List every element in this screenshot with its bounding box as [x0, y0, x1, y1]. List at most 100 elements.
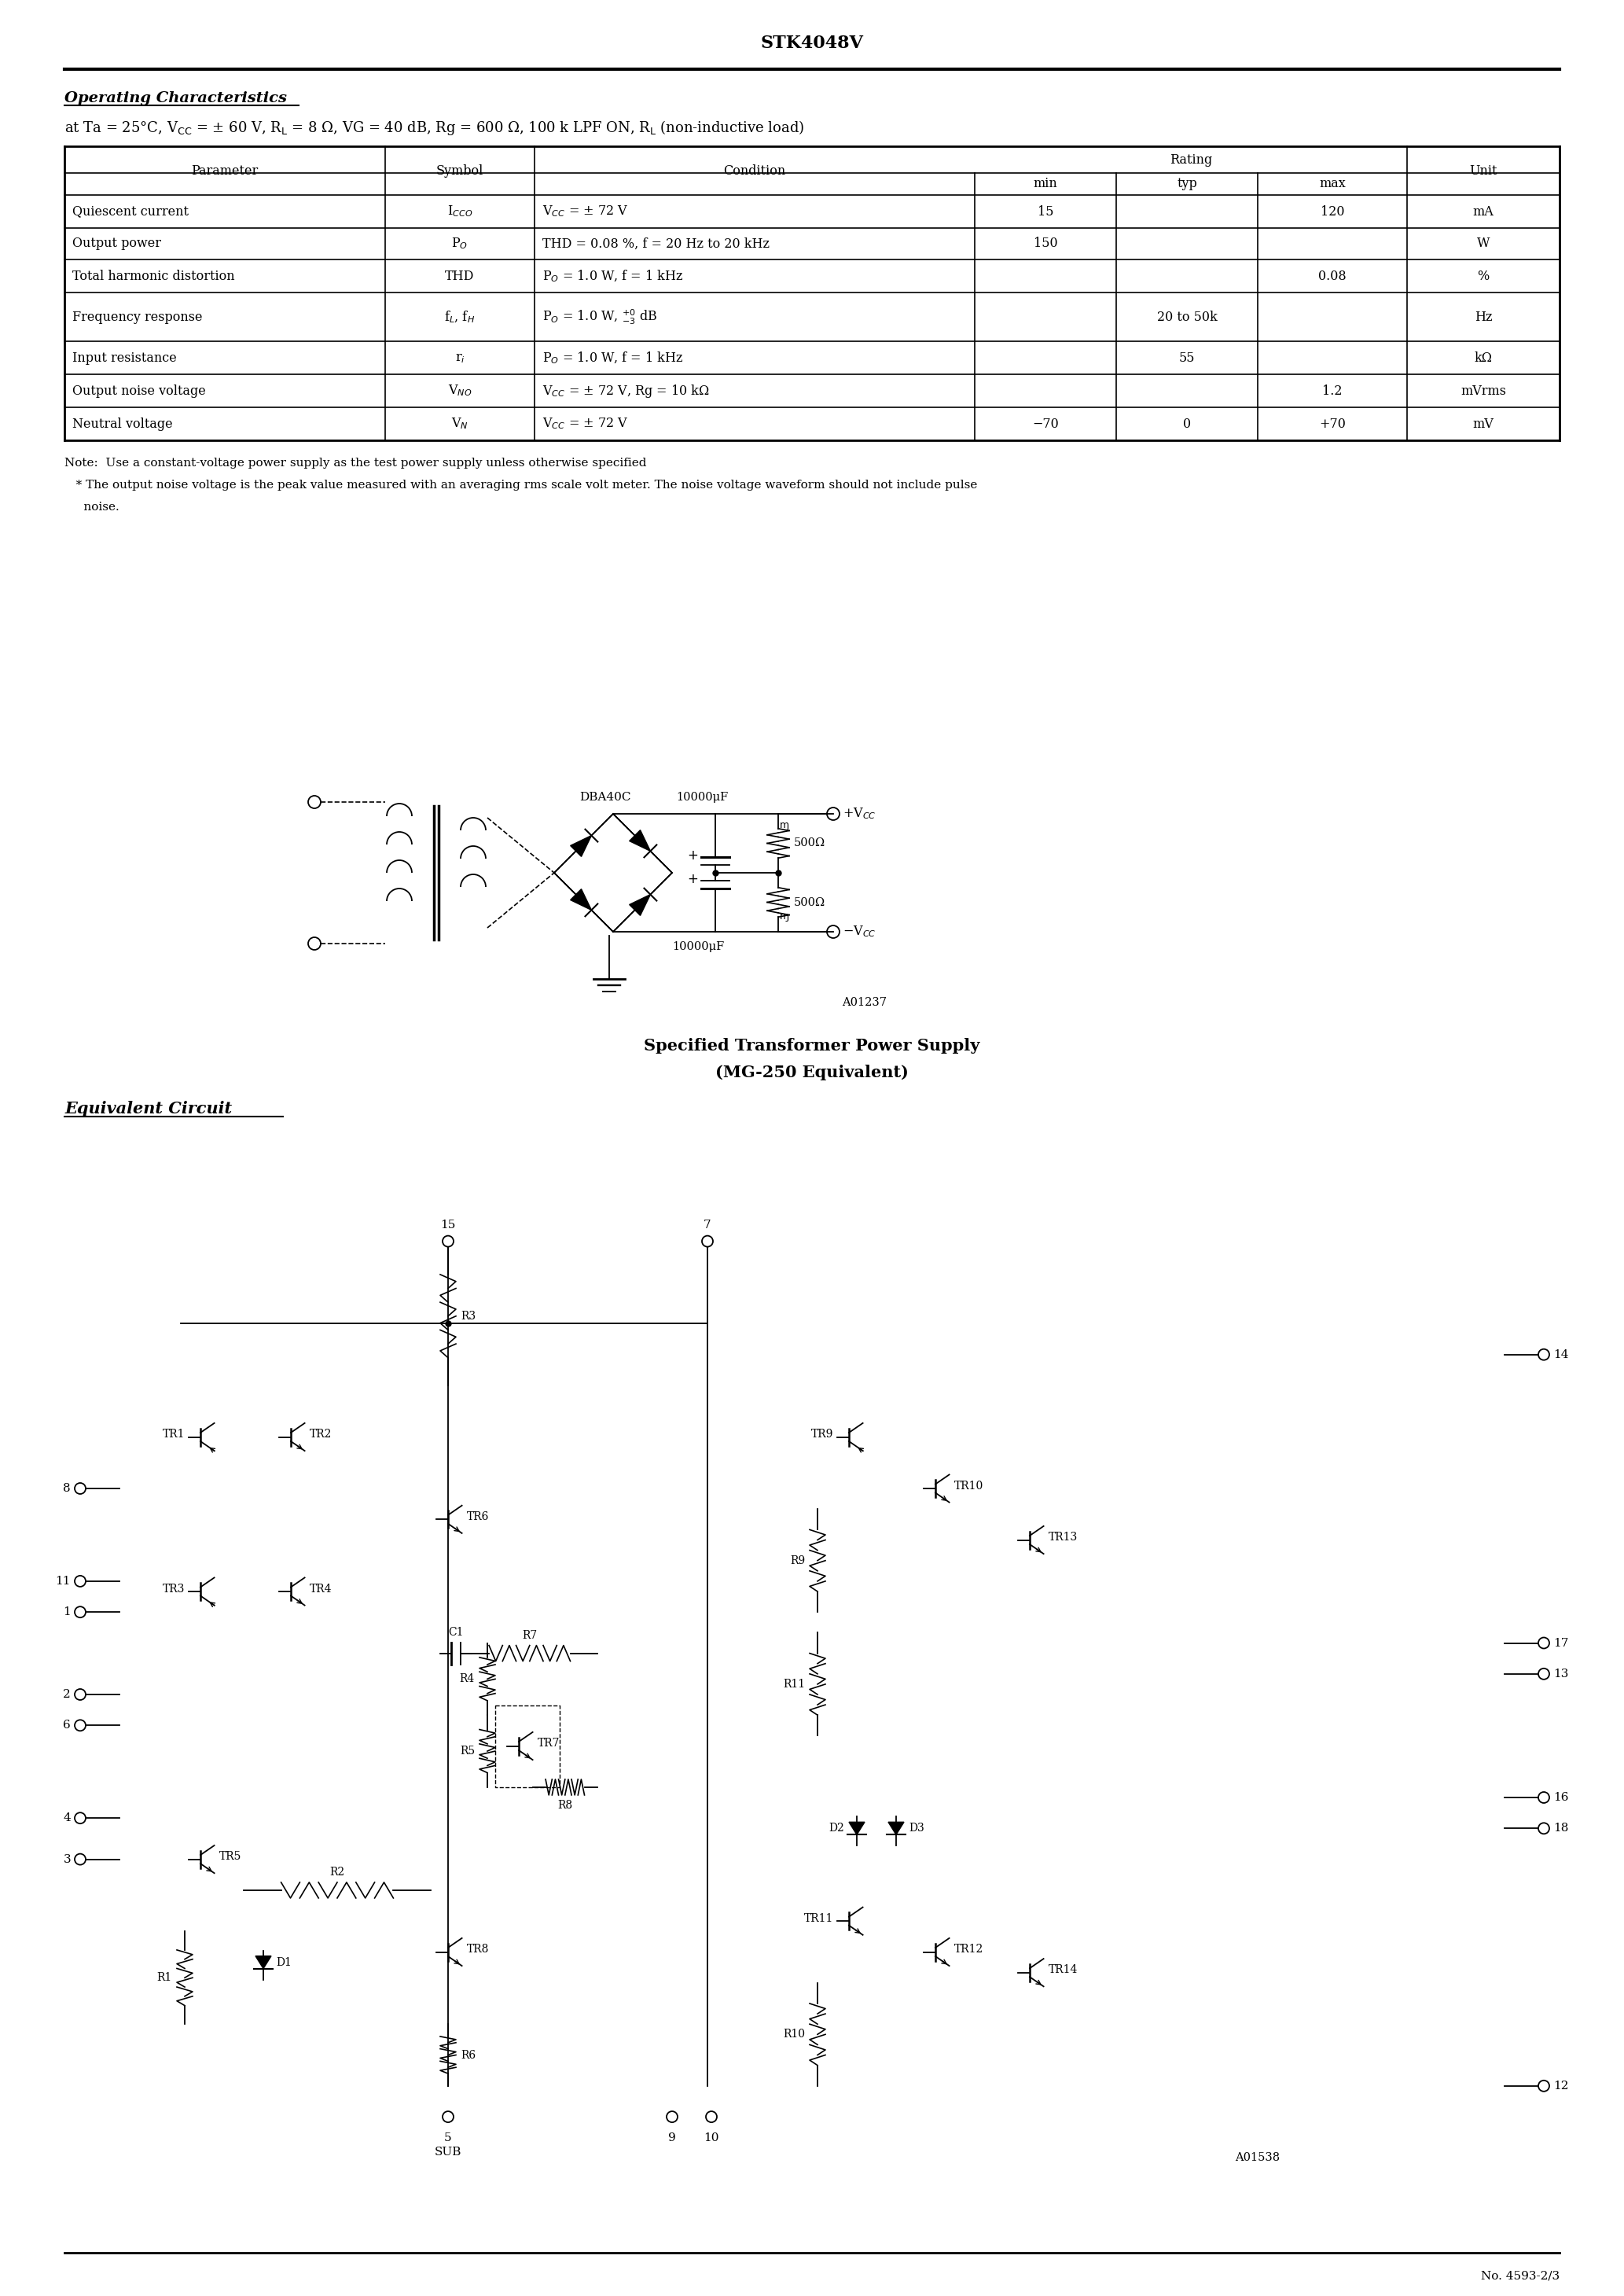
Text: 20 to 50k: 20 to 50k: [1156, 310, 1216, 324]
Text: P$_O$: P$_O$: [451, 236, 468, 250]
Text: 10000μF: 10000μF: [672, 941, 724, 953]
Text: C1: C1: [448, 1626, 463, 1637]
Text: Note:  Use a constant-voltage power supply as the test power supply unless other: Note: Use a constant-voltage power suppl…: [65, 457, 646, 468]
Text: TR6: TR6: [468, 1511, 489, 1522]
Text: 16: 16: [1553, 1791, 1569, 1802]
Text: 3: 3: [63, 1853, 71, 1864]
Text: THD = 0.08 %, f = 20 Hz to 20 kHz: THD = 0.08 %, f = 20 Hz to 20 kHz: [542, 236, 770, 250]
Text: TR12: TR12: [955, 1945, 984, 1954]
Text: f$_L$, f$_H$: f$_L$, f$_H$: [445, 310, 476, 324]
Text: Parameter: Parameter: [192, 163, 258, 177]
Text: r$_i$: r$_i$: [455, 351, 464, 365]
Text: No. 4593-2/3: No. 4593-2/3: [1481, 2271, 1559, 2282]
Text: 500Ω: 500Ω: [794, 898, 825, 907]
Text: %: %: [1478, 269, 1489, 282]
Text: min: min: [1033, 177, 1057, 191]
Text: 0: 0: [1182, 418, 1190, 432]
Text: Total harmonic distortion: Total harmonic distortion: [73, 269, 235, 282]
Text: TR7: TR7: [538, 1738, 560, 1750]
Text: TR13: TR13: [1049, 1531, 1078, 1543]
Text: kΩ: kΩ: [1475, 351, 1492, 365]
Text: V$_{NO}$: V$_{NO}$: [448, 383, 473, 397]
Text: 500Ω: 500Ω: [794, 838, 825, 850]
Text: 10000μF: 10000μF: [676, 792, 728, 804]
Text: 17: 17: [1553, 1637, 1569, 1649]
Text: TR5: TR5: [219, 1851, 242, 1862]
Text: 0.08: 0.08: [1319, 269, 1346, 282]
Text: Frequency response: Frequency response: [73, 310, 203, 324]
Text: TR14: TR14: [1049, 1965, 1078, 1975]
Text: 9: 9: [667, 2133, 676, 2144]
Text: 150: 150: [1033, 236, 1057, 250]
Text: mVrms: mVrms: [1460, 383, 1505, 397]
Text: Unit: Unit: [1470, 163, 1497, 177]
Text: 55: 55: [1179, 351, 1195, 365]
Text: R2: R2: [330, 1867, 344, 1878]
Text: typ: typ: [1177, 177, 1197, 191]
Text: Equivalent Circuit: Equivalent Circuit: [65, 1100, 232, 1116]
Text: STK4048V: STK4048V: [760, 34, 864, 53]
Text: R11: R11: [783, 1678, 806, 1690]
Text: V$_{CC}$ = ± 72 V: V$_{CC}$ = ± 72 V: [542, 416, 628, 432]
Text: −V$_{CC}$: −V$_{CC}$: [843, 925, 877, 939]
Text: R1: R1: [158, 1972, 172, 1984]
Text: 1.2: 1.2: [1322, 383, 1343, 397]
Text: 2: 2: [63, 1690, 71, 1699]
Text: TR4: TR4: [310, 1584, 333, 1593]
Text: Quiescent current: Quiescent current: [73, 204, 188, 218]
Text: Condition: Condition: [723, 163, 786, 177]
Text: R6: R6: [461, 2050, 476, 2060]
Text: mA: mA: [1473, 204, 1494, 218]
Text: 12: 12: [1553, 2080, 1569, 2092]
Polygon shape: [630, 831, 650, 852]
Text: 6: 6: [63, 1720, 71, 1731]
Text: 13: 13: [1553, 1669, 1569, 1678]
Text: TR8: TR8: [468, 1945, 489, 1954]
Text: 8: 8: [63, 1483, 71, 1495]
Text: 4: 4: [63, 1812, 71, 1823]
Text: (MG-250 Equivalent): (MG-250 Equivalent): [715, 1065, 909, 1081]
Text: Operating Characteristics: Operating Characteristics: [65, 92, 287, 106]
Text: 18: 18: [1553, 1823, 1569, 1835]
Text: 15: 15: [1038, 204, 1054, 218]
Text: I$_{CCO}$: I$_{CCO}$: [447, 204, 473, 218]
Text: TR1: TR1: [162, 1428, 185, 1440]
Text: Specified Transformer Power Supply: Specified Transformer Power Supply: [645, 1038, 979, 1054]
Text: V$_{CC}$ = ± 72 V: V$_{CC}$ = ± 72 V: [542, 204, 628, 218]
Text: 15: 15: [440, 1219, 456, 1231]
Text: mV: mV: [1473, 418, 1494, 432]
Polygon shape: [888, 1823, 905, 1835]
Text: TR9: TR9: [810, 1428, 833, 1440]
Text: P$_O$ = 1.0 W, f = 1 kHz: P$_O$ = 1.0 W, f = 1 kHz: [542, 269, 684, 285]
Text: +70: +70: [1319, 418, 1346, 432]
Text: 120: 120: [1320, 204, 1345, 218]
Text: +: +: [687, 850, 698, 863]
Text: Output noise voltage: Output noise voltage: [73, 383, 206, 397]
Text: R7: R7: [521, 1630, 538, 1642]
Text: 1: 1: [63, 1607, 71, 1619]
Text: P$_O$ = 1.0 W, f = 1 kHz: P$_O$ = 1.0 W, f = 1 kHz: [542, 351, 684, 365]
Text: W: W: [1476, 236, 1489, 250]
Text: Neutral voltage: Neutral voltage: [73, 418, 172, 432]
Text: R10: R10: [783, 2030, 806, 2039]
Polygon shape: [630, 895, 650, 916]
Text: THD: THD: [445, 269, 474, 282]
Text: R8: R8: [557, 1800, 573, 1812]
Text: V$_N$: V$_N$: [451, 416, 468, 432]
Text: 5: 5: [445, 2133, 451, 2144]
Text: max: max: [1319, 177, 1346, 191]
Text: 7: 7: [703, 1219, 711, 1231]
Text: SUB: SUB: [435, 2147, 461, 2158]
Text: R5: R5: [460, 1745, 474, 1756]
Text: −70: −70: [1033, 418, 1059, 432]
Text: P$_O$ = 1.0 W, $^{+0}_{-3}$ dB: P$_O$ = 1.0 W, $^{+0}_{-3}$ dB: [542, 308, 658, 326]
Text: TR10: TR10: [955, 1481, 984, 1492]
Text: D3: D3: [909, 1823, 924, 1835]
Text: R4: R4: [460, 1674, 474, 1685]
Text: DBA40C: DBA40C: [580, 792, 632, 804]
Text: 11: 11: [55, 1575, 71, 1587]
Text: Symbol: Symbol: [437, 163, 484, 177]
Polygon shape: [849, 1823, 864, 1835]
Text: 10: 10: [703, 2133, 719, 2144]
Text: at Ta = 25°C, V$_{\rm CC}$ = ± 60 V, R$_{\rm L}$ = 8 Ω, VG = 40 dB, Rg = 600 Ω, : at Ta = 25°C, V$_{\rm CC}$ = ± 60 V, R$_…: [65, 119, 804, 135]
